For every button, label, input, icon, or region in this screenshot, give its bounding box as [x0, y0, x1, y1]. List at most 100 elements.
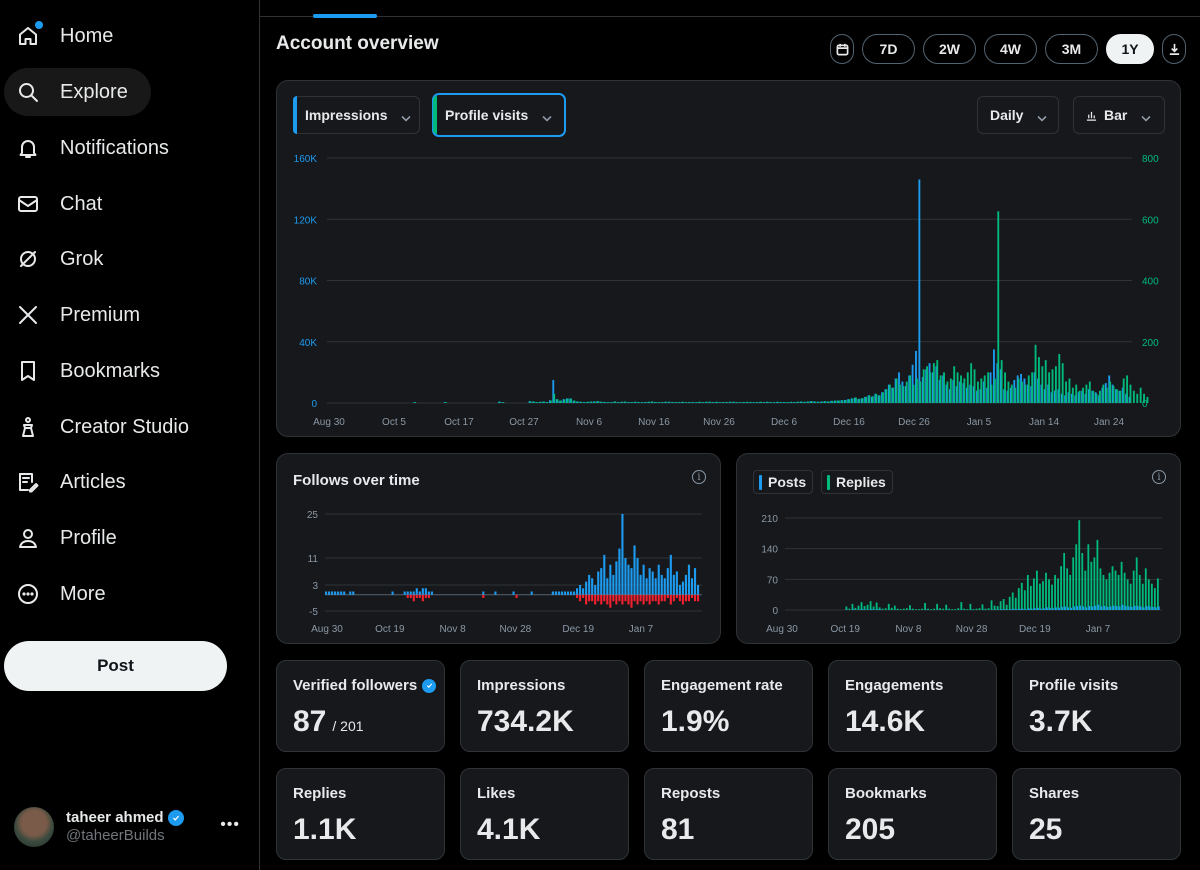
sidebar-item-bookmarks[interactable]: Bookmarks: [4, 347, 172, 395]
legend-posts[interactable]: Posts: [753, 470, 814, 494]
range-3m-button[interactable]: 3M: [1045, 34, 1098, 64]
follows-bar: [681, 581, 684, 595]
x-tick-label: Dec 19: [1019, 624, 1051, 635]
metric-selector-profile-visits[interactable]: Profile visits: [432, 93, 566, 137]
profile-visits-bar: [1065, 381, 1067, 403]
posts-bar: [1009, 609, 1012, 610]
profile-visits-bar: [705, 401, 708, 403]
stat-value: 205: [845, 813, 896, 846]
sidebar-item-more[interactable]: More: [4, 570, 118, 618]
sidebar-item-home[interactable]: Home: [4, 12, 125, 60]
account-switcher[interactable]: taheer ahmed @taheerBuilds •••: [14, 806, 250, 848]
profile-visits-bar: [532, 401, 535, 403]
unfollows-bar: [609, 594, 612, 608]
posts-bar: [1024, 609, 1027, 610]
calendar-button[interactable]: [830, 34, 854, 64]
replies-bar: [1069, 574, 1072, 610]
legend-replies[interactable]: Replies: [821, 470, 893, 494]
replies-bar: [936, 603, 939, 610]
sidebar-item-label: Articles: [60, 470, 126, 493]
sidebar-item-explore[interactable]: Explore: [4, 68, 151, 116]
profile-visits-bar: [631, 402, 634, 403]
profile-visits-bar: [993, 378, 996, 403]
replies-bar: [996, 606, 999, 610]
more-horizontal-icon[interactable]: •••: [220, 816, 240, 833]
info-icon[interactable]: i: [692, 470, 706, 484]
x-tick-label: Dec 19: [562, 624, 594, 635]
profile-visits-bar: [868, 395, 871, 403]
sidebar-item-label: Grok: [60, 247, 104, 270]
sidebar-item-premium[interactable]: Premium: [4, 291, 152, 339]
posts-bar: [1055, 607, 1057, 610]
follows-bar: [636, 558, 639, 595]
follows-bar: [603, 554, 606, 595]
profile-visits-bar: [919, 381, 922, 403]
profile-visits-bar: [841, 400, 844, 403]
sidebar-item-chat[interactable]: Chat: [4, 180, 114, 228]
posts-replies-chart: 0 70 140 210 Aug 30 Oct 19 Nov 8 Nov 28 Dec 19 Ja…: [761, 514, 1162, 635]
metric-selector-impressions[interactable]: Impressions: [293, 96, 420, 134]
profile-visits-bar: [997, 211, 1000, 403]
impressions-bar: [725, 402, 728, 403]
profile-visits-bar: [1082, 387, 1084, 403]
range-4w-button[interactable]: 4W: [984, 34, 1037, 64]
profile-visits-bar: [936, 360, 939, 403]
impressions-bar: [1054, 390, 1056, 403]
stat-label: Verified followers: [293, 677, 418, 694]
y-tick-label: 25: [307, 510, 319, 521]
profile-visits-bar: [780, 402, 783, 403]
notification-dot: [35, 21, 43, 29]
profile-visits-bar: [736, 402, 739, 403]
unfollows-bar: [482, 594, 485, 598]
profile-visits-bar: [699, 401, 701, 403]
stat-card-verified-followers: Verified followers 87 / 201: [276, 660, 445, 752]
sidebar-item-notifications[interactable]: Notifications: [4, 124, 181, 172]
download-button[interactable]: [1162, 34, 1186, 64]
replies-bar: [1008, 596, 1011, 610]
chart-type-selector[interactable]: Bar: [1073, 96, 1165, 134]
replies-bar: [1156, 578, 1159, 610]
info-icon[interactable]: i: [1152, 470, 1166, 484]
profile-visits-bar: [685, 402, 688, 403]
profile-visits-bar: [1044, 360, 1047, 403]
impressions-bar: [698, 401, 700, 403]
posts-bar: [1073, 606, 1076, 610]
unfollows-bar: [690, 594, 694, 598]
profile-visits-bar: [573, 400, 576, 403]
unfollows-bar: [669, 594, 672, 605]
unfollows-bar: [693, 594, 697, 602]
posts-bar: [1064, 606, 1066, 610]
range-2w-button[interactable]: 2W: [923, 34, 976, 64]
posts-bar: [1097, 604, 1100, 610]
stat-value: 4.1K: [477, 813, 541, 846]
post-button[interactable]: Post: [4, 641, 227, 691]
follows-bar: [482, 591, 485, 595]
profile-visits-bar: [844, 399, 847, 403]
profile-visits-bar: [590, 401, 593, 403]
sidebar-item-grok[interactable]: Grok: [4, 235, 115, 283]
follows-bar: [579, 585, 582, 595]
impressions-bar: [718, 402, 721, 403]
range-1y-button[interactable]: 1Y: [1106, 34, 1154, 64]
sidebar-item-creator-studio[interactable]: Creator Studio: [4, 403, 201, 451]
sidebar-item-label: Notifications: [60, 136, 169, 159]
impressions-bar: [596, 401, 599, 403]
replies-bar: [878, 607, 881, 610]
range-7d-button[interactable]: 7D: [862, 34, 915, 64]
replies-bar: [848, 608, 851, 610]
y-tick-label: 11: [308, 554, 319, 565]
posts-bar: [1157, 606, 1160, 610]
unfollows-bar: [585, 594, 588, 605]
follows-bar: [569, 591, 573, 595]
sidebar-item-articles[interactable]: Articles: [4, 458, 138, 506]
replies-bar: [1138, 574, 1141, 610]
follows-bar: [572, 591, 576, 595]
profile-visits-bar: [753, 402, 756, 403]
replies-bar: [1141, 583, 1144, 610]
stat-value: 25: [1029, 813, 1063, 846]
unfollows-bar: [654, 594, 657, 602]
interval-selector[interactable]: Daily: [977, 96, 1059, 134]
replies-bar: [1075, 544, 1078, 610]
sidebar-item-profile[interactable]: Profile: [4, 514, 129, 562]
y-tick-label: 3: [312, 581, 318, 592]
